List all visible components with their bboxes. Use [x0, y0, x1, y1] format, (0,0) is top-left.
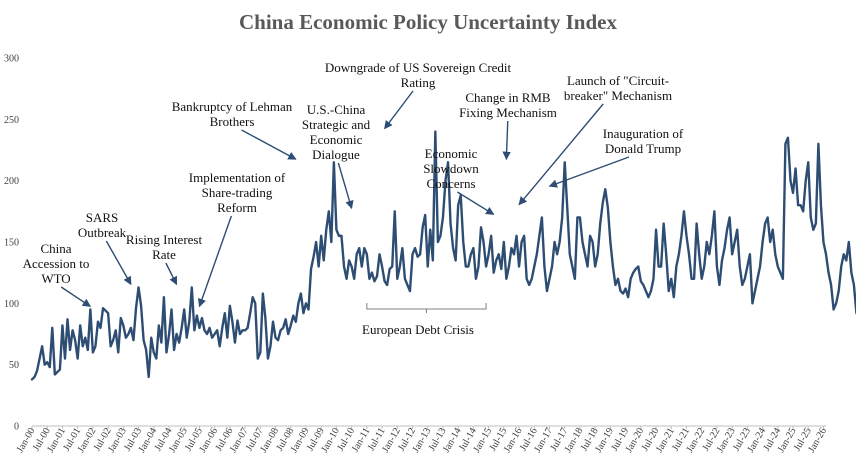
debt-crisis-bracket: [366, 303, 487, 313]
annotation-line: Dialogue: [312, 147, 360, 162]
y-tick-label: 200: [4, 176, 19, 187]
annotation-line: U.S.-China: [307, 102, 366, 117]
y-tick-label: 50: [9, 360, 19, 371]
annotation-line: Economic: [425, 146, 478, 161]
annotation-label: Bankruptcy of Lehman Brothers: [172, 99, 293, 129]
annotation-label: Launch of "Circuit-breaker" Mechanism: [564, 73, 672, 103]
annotation-arrow: [337, 162, 354, 210]
annotation-line: Share-trading: [202, 185, 273, 200]
annotation-line: Strategic and: [302, 117, 371, 132]
annotation-label: China Accession to WTO: [23, 241, 90, 286]
series-line: [30, 130, 856, 381]
annotation-line: Concerns: [426, 176, 475, 191]
annotation-line: Rising Interest: [126, 232, 203, 247]
annotation-label: Downgrade of US Sovereign Credit Rating: [325, 60, 512, 90]
y-tick-label: 250: [4, 115, 19, 126]
annotation-arrow: [384, 90, 414, 130]
annotation-line: Rate: [152, 247, 176, 262]
annotation-line: Economic: [310, 132, 363, 147]
annotation-line: China: [40, 241, 71, 256]
annotation-line: Change in RMB: [465, 90, 551, 105]
y-tick-label: 300: [4, 54, 19, 65]
annotation-arrow: [165, 262, 178, 286]
x-axis: Jan-00Jul-00Jan-01Jul-01Jan-02Jul-02Jan-…: [15, 426, 829, 455]
annotation-arrow: [241, 129, 297, 160]
annotation-line: Inauguration of: [603, 126, 684, 141]
annotation-label: Implementation of Share-trading Reform: [189, 170, 286, 215]
annotation-line: Reform: [217, 200, 257, 215]
annotation-label: Change in RMB Fixing Mechanism: [459, 90, 557, 120]
y-tick-label: 100: [4, 299, 19, 310]
annotation-line: Fixing Mechanism: [459, 105, 557, 120]
annotation-arrow: [518, 103, 604, 206]
y-tick-label: 0: [14, 422, 19, 433]
annotation-line: Bankruptcy of Lehman: [172, 99, 293, 114]
annotation-label: U.S.-China Strategic and Economic Dialogue: [302, 102, 371, 162]
annotation-line: Slowdown: [423, 161, 479, 176]
annotation-label: Economic Slowdown Concerns: [423, 146, 479, 191]
annotation-line: SARS: [86, 210, 119, 225]
annotation-line: Implementation of: [189, 170, 286, 185]
annotation-line: Launch of "Circuit-: [567, 73, 669, 88]
annotation-arrow: [548, 156, 630, 188]
annotation-arrow: [60, 286, 92, 308]
annotation-arrow: [502, 120, 511, 161]
annotation-line: WTO: [41, 271, 70, 286]
annotation-label: European Debt Crisis: [362, 322, 474, 337]
annotation-label: Inauguration of Donald Trump: [603, 126, 684, 156]
annotation-arrow: [105, 240, 132, 286]
annotation-line: Accession to: [23, 256, 90, 271]
y-tick-label: 150: [4, 238, 19, 249]
chart-title: China Economic Policy Uncertainty Index: [239, 10, 617, 34]
annotation-arrows: [60, 90, 630, 313]
annotation-line: Donald Trump: [605, 141, 681, 156]
y-axis: 0 50 100 150 200 250 300: [4, 54, 19, 433]
annotation-line: Outbreak: [78, 225, 127, 240]
annotation-line: Brothers: [210, 114, 255, 129]
annotation-line: Downgrade of US Sovereign Credit: [325, 60, 512, 75]
annotation-line: breaker" Mechanism: [564, 88, 672, 103]
annotation-line: Rating: [401, 75, 436, 90]
annotation-label: Rising Interest Rate: [126, 232, 203, 262]
annotation-line: European Debt Crisis: [362, 322, 474, 337]
annotation-label: SARS Outbreak: [78, 210, 127, 240]
annotation-arrow: [457, 191, 495, 216]
annotation-arrow: [197, 215, 233, 308]
